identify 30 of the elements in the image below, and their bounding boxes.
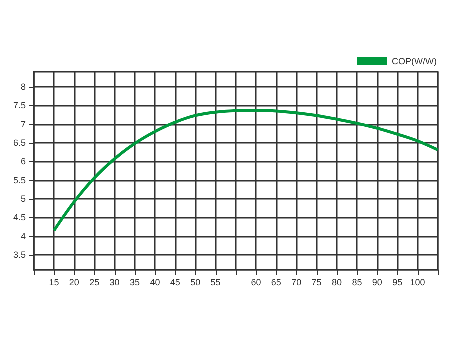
y-tick-label: 5.5 — [13, 175, 26, 186]
x-tick-label: 55 — [210, 278, 221, 288]
x-tick-label: 35 — [130, 278, 140, 288]
line-series — [52, 108, 440, 232]
x-tick-label: 65 — [271, 278, 282, 288]
y-tick-label: 4 — [20, 231, 26, 242]
x-tick-label: 15 — [49, 278, 60, 288]
y-tick-label: 7.5 — [13, 100, 26, 111]
x-tick-label: 90 — [372, 278, 382, 288]
x-tick-label: 85 — [352, 278, 362, 288]
y-tick-label: 5 — [20, 194, 26, 204]
x-tick-label: 60 — [251, 278, 262, 288]
x-tick-label: 45 — [170, 278, 180, 288]
y-tick-label: 6.5 — [13, 138, 26, 148]
x-tick-label: 30 — [110, 278, 120, 288]
x-tick-label: 95 — [392, 278, 403, 288]
x-tick-label: 40 — [150, 278, 160, 288]
x-tick-label: 80 — [332, 278, 342, 288]
y-tick-label: 8 — [20, 82, 26, 92]
y-tick-label: 6 — [20, 156, 26, 167]
legend-label: COP(W/W) — [392, 56, 438, 66]
x-tick-label: 75 — [312, 278, 322, 288]
y-tick-label: 7 — [20, 119, 26, 130]
x-tick-label: 25 — [90, 278, 100, 288]
x-tick-label: 20 — [69, 278, 80, 288]
y-tick-label: 4.5 — [13, 212, 26, 223]
y-tick-label: 3.5 — [13, 250, 26, 260]
x-tick-label: 70 — [292, 278, 302, 288]
x-tick-label: 50 — [190, 278, 201, 288]
x-tick-label: 100 — [410, 278, 426, 288]
